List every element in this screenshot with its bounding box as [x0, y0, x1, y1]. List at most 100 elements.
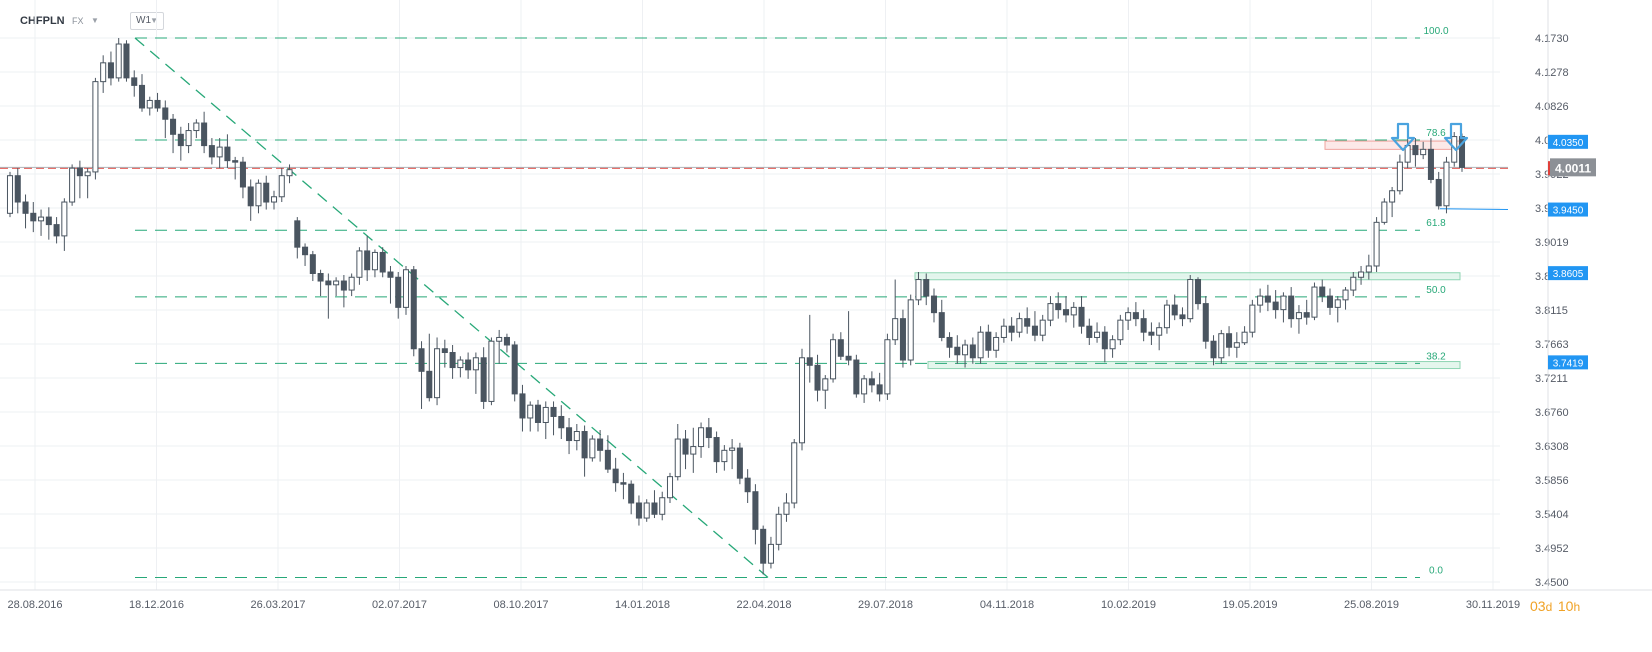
candle-body [853, 359, 860, 395]
candle-body [1326, 295, 1334, 308]
price-level-text: 4.0350 [1553, 138, 1584, 149]
candle-body [1342, 289, 1349, 301]
candle-body [201, 122, 208, 147]
candle-body [822, 378, 829, 391]
y-tick-label: 3.6760 [1535, 407, 1569, 419]
candle-body [286, 169, 293, 177]
candle-body [589, 438, 596, 459]
market-type[interactable]: FX [72, 16, 84, 26]
candle-body [1086, 325, 1093, 338]
y-tick-label: 4.1278 [1535, 67, 1569, 79]
candle-body [278, 175, 285, 198]
candle-body [138, 84, 146, 109]
candle-body [659, 497, 666, 515]
candle-body [232, 160, 239, 163]
candle-body [1264, 295, 1271, 303]
candle-body [100, 62, 107, 83]
candle-body [61, 201, 68, 237]
candle-body [1047, 303, 1054, 321]
candle-body [325, 280, 332, 286]
y-tick-label: 3.6308 [1535, 441, 1569, 453]
candle-body [1241, 331, 1248, 344]
fib-level-label: 38.2 [1426, 351, 1446, 362]
candle-body [154, 99, 161, 109]
candle-body [643, 502, 650, 519]
candle-body [185, 130, 192, 147]
candle-body [1094, 331, 1101, 338]
x-tick-label: 19.05.2019 [1222, 599, 1277, 611]
candle-body [1358, 271, 1365, 278]
fib-level-label: 78.6 [1426, 128, 1446, 139]
candle-body [1000, 325, 1007, 338]
candle-body [1396, 161, 1403, 192]
candle-body [53, 224, 60, 237]
candle-body [698, 427, 705, 448]
candle-body [651, 502, 658, 515]
candle-body [1288, 295, 1295, 320]
price-level-text: 3.9450 [1553, 206, 1584, 217]
y-tick-label: 3.7663 [1535, 339, 1569, 351]
candle-body [30, 212, 37, 222]
candle-body [1055, 303, 1062, 311]
candle-body [542, 406, 549, 423]
candle-body [1350, 276, 1357, 291]
y-tick-label: 3.5856 [1535, 475, 1569, 487]
fib-level-label: 50.0 [1426, 285, 1446, 296]
candle-body [488, 340, 495, 402]
price-axis: 4.17304.12784.08264.03743.99223.94713.90… [1535, 0, 1569, 590]
candle-body [581, 431, 588, 459]
candle-body [752, 491, 759, 530]
candle-body [597, 438, 604, 451]
candle-body [845, 355, 852, 361]
candle-body [333, 280, 340, 286]
candle-body [317, 273, 324, 282]
candle-body [146, 99, 153, 109]
candle-body [1148, 331, 1155, 336]
candle-body [302, 246, 309, 256]
candle-body [736, 447, 743, 479]
candle-body [216, 146, 223, 158]
candle-body [837, 339, 844, 357]
candle-body [775, 513, 782, 545]
candle-body [628, 483, 635, 504]
candle-body [395, 276, 402, 308]
price-level-tag [1548, 134, 1588, 149]
candle-body [884, 339, 891, 395]
fib-level-label: 61.8 [1426, 218, 1446, 229]
candle-body [519, 393, 526, 419]
fib-trend-line [134, 37, 769, 578]
x-tick-label: 30.11.2019 [1466, 599, 1520, 611]
y-tick-label: 3.7211 [1535, 373, 1568, 385]
symbol-name[interactable]: CHFPLN [20, 15, 65, 27]
candle-body [923, 279, 930, 297]
price-level-text: 3.7419 [1553, 358, 1584, 369]
x-tick-label: 08.10.2017 [493, 599, 548, 611]
candle-body [1039, 319, 1046, 336]
price-zone [1324, 140, 1461, 150]
timeframe-selector[interactable]: W1 ▼ [130, 12, 164, 30]
candle-body [22, 201, 29, 214]
candle-body [1163, 304, 1170, 329]
countdown-days: 03 [1530, 598, 1546, 614]
candle-body [977, 331, 984, 359]
candle-body [876, 384, 883, 395]
candle-body [1210, 340, 1217, 359]
candlestick-series [6, 38, 1466, 575]
countdown-days-unit: d [1545, 600, 1553, 614]
candle-body [962, 344, 969, 356]
candle-body [14, 175, 21, 203]
candle-body [340, 280, 347, 291]
candle-body [985, 331, 992, 351]
price-zone [914, 272, 1461, 281]
candle-body [410, 269, 417, 350]
candle-body [705, 427, 712, 439]
candle-body [92, 81, 99, 173]
candle-body [1373, 221, 1380, 267]
price-level-tag [1548, 202, 1588, 217]
candle-body [449, 352, 456, 369]
candle-body [1233, 342, 1240, 348]
y-tick-label: 3.4952 [1535, 543, 1569, 555]
candle-body [170, 118, 177, 135]
